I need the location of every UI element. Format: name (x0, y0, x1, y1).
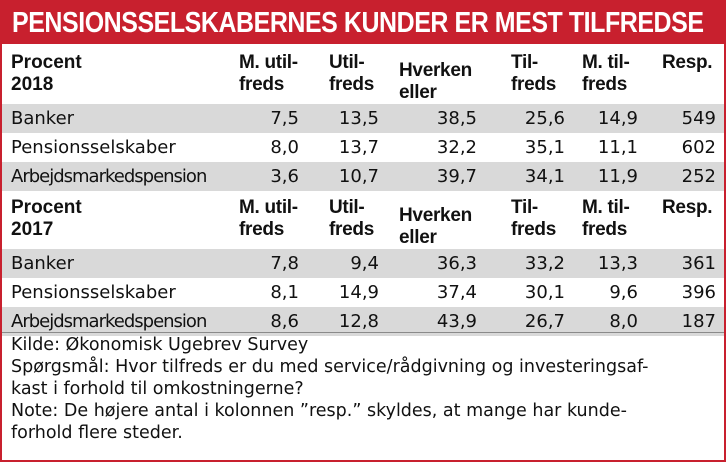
footnote: Note: De højere antal i kolonnen ”resp.”… (11, 401, 627, 421)
section-header-2017: Procent 2017 M. util-freds Util-freds Hv… (2, 191, 724, 249)
cell-value: 187 (681, 311, 716, 332)
table-row: Banker 7,8 9,4 36,3 33,2 13,3 361 (2, 249, 724, 278)
col-header-respondents: Resp. (662, 197, 713, 218)
row-label: Pensionsselskaber (11, 137, 176, 158)
col-header-dissatisfied: Util-freds (329, 52, 374, 95)
col-header-dissatisfied: Util-freds (329, 197, 374, 240)
cell-value: 14,9 (597, 108, 638, 129)
cell-value: 37,4 (436, 282, 477, 303)
col-header-very-dissatisfied: M. util-freds (239, 197, 298, 240)
section-header-2018: Procent 2018 M. util-freds Util-freds Hv… (2, 46, 724, 104)
cell-value: 10,7 (338, 166, 379, 187)
cell-value: 9,6 (609, 282, 638, 303)
table-row: Arbejdsmarkedspension 8,6 12,8 43,9 26,7… (2, 307, 724, 336)
section-label: Procent 2018 (11, 52, 82, 95)
col-header-neither: Hverken eller (399, 60, 472, 103)
table-row: Pensionsselskaber 8,1 14,9 37,4 30,1 9,6… (2, 278, 724, 307)
cell-value: 25,6 (524, 108, 565, 129)
row-label: Pensionsselskaber (11, 282, 176, 303)
cell-value: 36,3 (436, 253, 477, 274)
cell-value: 12,8 (338, 311, 379, 332)
col-header-respondents: Resp. (662, 52, 713, 73)
cell-value: 9,4 (350, 253, 379, 274)
col-header-very-dissatisfied: M. util-freds (239, 52, 298, 95)
question-note: Spørgsmål: Hvor tilfreds er du med servi… (11, 357, 649, 377)
cell-value: 35,1 (524, 137, 565, 158)
cell-value: 43,9 (436, 311, 477, 332)
cell-value: 33,2 (524, 253, 565, 274)
cell-value: 26,7 (524, 311, 565, 332)
cell-value: 7,5 (270, 108, 299, 129)
cell-value: 11,1 (597, 137, 638, 158)
row-label: Banker (11, 253, 75, 274)
col-header-very-satisfied: M. til-freds (582, 197, 630, 240)
question-note: kast i forhold til omkostningerne? (11, 379, 304, 399)
col-header-satisfied: Til-freds (511, 197, 556, 240)
cell-value: 13,7 (338, 137, 379, 158)
cell-value: 549 (681, 108, 716, 129)
footnotes: Kilde: Økonomisk Ugebrev Survey Spørgsmå… (11, 334, 716, 444)
cell-value: 7,8 (270, 253, 299, 274)
cell-value: 8,6 (270, 311, 299, 332)
cell-value: 13,3 (597, 253, 638, 274)
cell-value: 3,6 (270, 166, 299, 187)
infobox-title: PENSIONSSELSKABERNES KUNDER ER MEST TILF… (2, 2, 724, 44)
cell-value: 602 (681, 137, 716, 158)
title-text: PENSIONSSELSKABERNES KUNDER ER MEST TILF… (12, 7, 704, 39)
footnote: forhold flere steder. (11, 423, 183, 443)
cell-value: 30,1 (524, 282, 565, 303)
row-label: Arbejdsmarkedspension (11, 166, 207, 187)
col-header-satisfied: Til-freds (511, 52, 556, 95)
satisfaction-table: Procent 2018 M. util-freds Util-freds Hv… (2, 46, 724, 336)
row-label: Arbejdsmarkedspension (11, 311, 207, 332)
cell-value: 361 (681, 253, 716, 274)
cell-value: 252 (681, 166, 716, 187)
col-header-very-satisfied: M. til-freds (582, 52, 630, 95)
cell-value: 34,1 (524, 166, 565, 187)
cell-value: 8,1 (270, 282, 299, 303)
cell-value: 13,5 (338, 108, 379, 129)
cell-value: 14,9 (338, 282, 379, 303)
table-row: Banker 7,5 13,5 38,5 25,6 14,9 549 (2, 104, 724, 133)
section-label: Procent 2017 (11, 197, 82, 240)
row-label: Banker (11, 108, 75, 129)
cell-value: 38,5 (436, 108, 477, 129)
source-note: Kilde: Økonomisk Ugebrev Survey (11, 335, 309, 355)
cell-value: 396 (681, 282, 716, 303)
cell-value: 32,2 (436, 137, 477, 158)
cell-value: 8,0 (609, 311, 638, 332)
cell-value: 8,0 (270, 137, 299, 158)
col-header-neither: Hverken eller (399, 205, 472, 248)
cell-value: 11,9 (597, 166, 638, 187)
table-row: Arbejdsmarkedspension 3,6 10,7 39,7 34,1… (2, 162, 724, 191)
table-row: Pensionsselskaber 8,0 13,7 32,2 35,1 11,… (2, 133, 724, 162)
divider (2, 332, 724, 333)
cell-value: 39,7 (436, 166, 477, 187)
